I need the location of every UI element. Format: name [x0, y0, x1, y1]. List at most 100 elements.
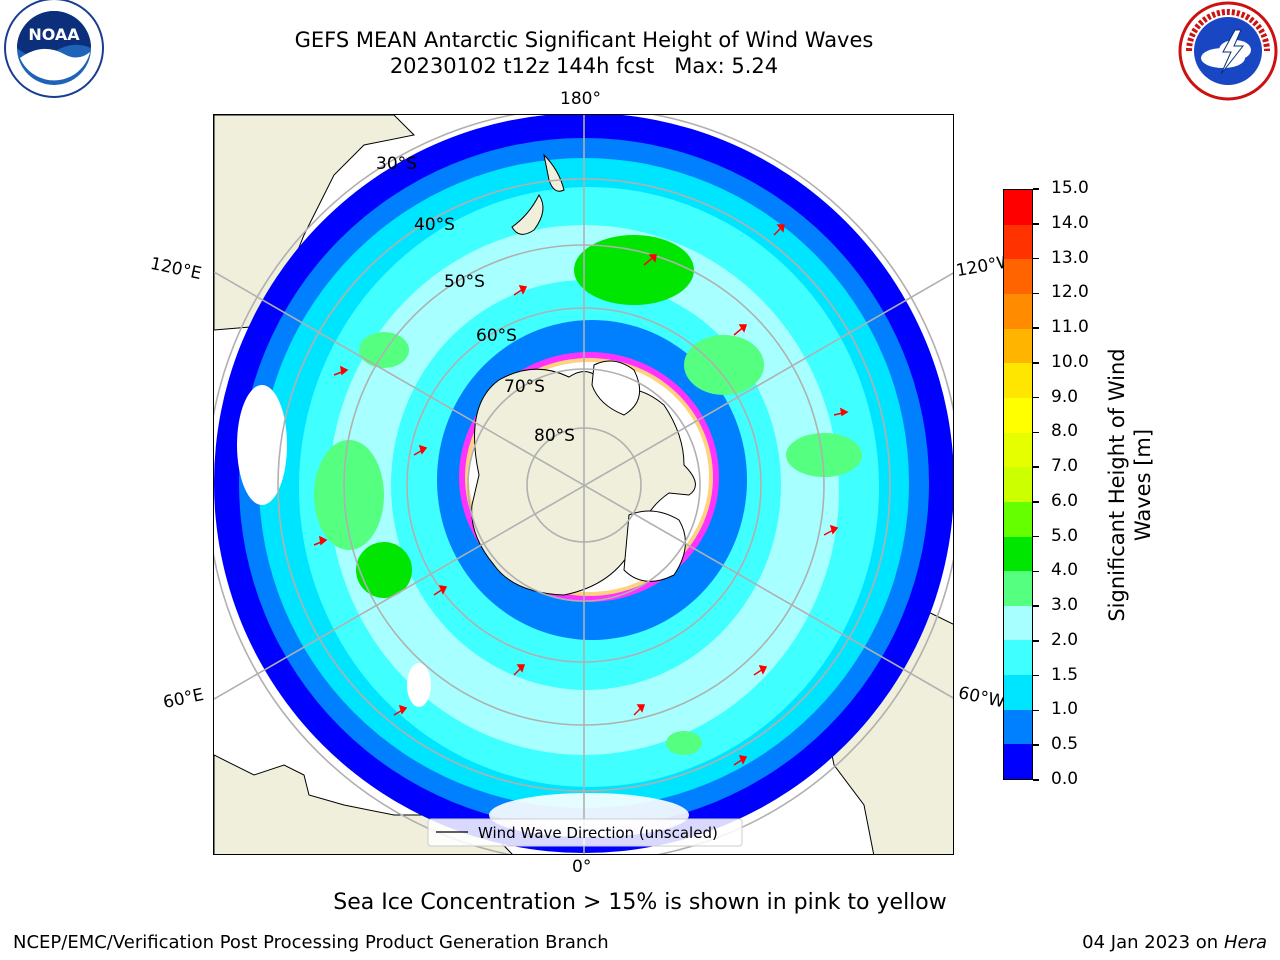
wind-arrow-5 [433, 585, 448, 596]
colorbar-tick-mark [1033, 466, 1039, 468]
colorbar-tick-mark [1033, 744, 1039, 746]
lat-label-80s: 80°S [534, 426, 575, 446]
colorbar-tick-label: 12.0 [1051, 282, 1089, 303]
lat-label-50s: 50°S [444, 272, 485, 292]
colorbar-label: Significant Height of Wind Waves [m] [1104, 275, 1156, 695]
colorbar-tick-mark [1033, 431, 1039, 434]
colorbar-tick-label: 4.0 [1051, 560, 1079, 581]
colorbar-band [1004, 571, 1032, 606]
colorbar-tick-label: 5.0 [1051, 525, 1079, 546]
wind-arrow-3 [333, 365, 349, 376]
colorbar [1003, 189, 1033, 780]
wind-arrow-10 [833, 407, 849, 417]
colorbar-band [1004, 536, 1032, 572]
colorbar-tick-label: 7.0 [1051, 456, 1079, 477]
colorbar-tick-mark [1033, 501, 1039, 503]
colorbar-tick-mark [1033, 257, 1039, 260]
wind-arrow-6 [513, 664, 526, 676]
new-zealand-land [543, 153, 565, 192]
colorbar-tick-mark [1033, 535, 1039, 538]
chart-title-line1: GEFS MEAN Antarctic Significant Height o… [294, 28, 874, 52]
nws-logo [1177, 0, 1279, 102]
lon-label-180: 180° [560, 89, 601, 109]
wind-arrow-7 [633, 704, 646, 716]
footer-date: 04 Jan 2023 on [1082, 932, 1224, 953]
colorbar-band [1004, 328, 1032, 364]
colorbar-band [1004, 397, 1032, 433]
colorbar-band [1004, 190, 1032, 225]
colorbar-tick-label: 0.5 [1051, 734, 1079, 755]
colorbar-band [1004, 467, 1032, 502]
colorbar-tick-mark [1033, 605, 1039, 607]
colorbar-tick-mark [1033, 396, 1039, 399]
noaa-logo-text: NOAA [28, 25, 80, 44]
colorbar-tick-label: 13.0 [1051, 247, 1089, 268]
colorbar-tick-label: 6.0 [1051, 490, 1079, 511]
wind-arrow-1 [643, 254, 657, 266]
colorbar-tick-label: 9.0 [1051, 386, 1079, 407]
colorbar-tick-mark [1033, 570, 1039, 573]
colorbar-band [1004, 432, 1032, 468]
colorbar-tick-label: 3.0 [1051, 595, 1079, 616]
footer-right: 04 Jan 2023 on Hera [1082, 932, 1267, 953]
lon-label-0: 0° [572, 857, 592, 877]
colorbar-tick-label: 14.0 [1051, 212, 1089, 233]
colorbar-tick-label: 1.0 [1051, 699, 1079, 720]
colorbar-band [1004, 744, 1032, 779]
colorbar-band [1004, 363, 1032, 398]
lon-label-60e: 60°E [161, 684, 206, 714]
footer-machine: Hera [1223, 932, 1267, 953]
colorbar-tick-mark [1033, 640, 1039, 642]
sea-ice-caption: Sea Ice Concentration > 15% is shown in … [333, 890, 947, 915]
lat-label-40s: 40°S [414, 215, 455, 235]
lon-label-60w: 60°W [956, 683, 1007, 713]
wave-direction-arrows [313, 224, 849, 766]
lon-label-120e: 120°E [148, 253, 204, 285]
colorbar-tick-mark [1033, 362, 1039, 364]
australia-land [214, 115, 416, 331]
colorbar-band [1004, 709, 1032, 745]
colorbar-tick-mark [1033, 674, 1039, 677]
lat-label-60s: 60°S [476, 326, 517, 346]
wind-arrow-15 [733, 755, 748, 766]
wind-arrow-11 [733, 324, 748, 336]
colorbar-tick-label: 1.5 [1051, 664, 1079, 685]
map-legend: Wind Wave Direction (unscaled) [427, 818, 743, 847]
chart-title-line2: 20230102 t12z 144h fcst Max: 5.24 [389, 54, 779, 78]
colorbar-tick-label: 8.0 [1051, 421, 1079, 442]
wind-arrow-4 [313, 535, 328, 546]
colorbar-tick-label: 2.0 [1051, 629, 1079, 650]
polar-map: 30°S 40°S 50°S 60°S 70°S 80°S Wind Wave … [214, 115, 953, 854]
colorbar-band [1004, 501, 1032, 537]
nws-logo-graphic [1178, 1, 1278, 101]
colorbar-tick-mark [1033, 292, 1039, 295]
chart-title: GEFS MEAN Antarctic Significant Height o… [0, 27, 1168, 79]
wind-arrow-8 [753, 665, 768, 676]
colorbar-tick-mark [1033, 709, 1039, 712]
colorbar-tick-label: 10.0 [1051, 351, 1089, 372]
colorbar-label-line1: Significant Height of Wind [1105, 348, 1129, 622]
colorbar-label-line2: Waves [m] [1131, 428, 1155, 542]
footer-left: NCEP/EMC/Verification Post Processing Pr… [13, 932, 609, 953]
lat-label-70s: 70°S [504, 377, 545, 397]
colorbar-band [1004, 294, 1032, 329]
colorbar-tick-label: 11.0 [1051, 317, 1089, 338]
colorbar-band [1004, 259, 1032, 295]
wind-arrow-2 [773, 224, 785, 236]
lat-label-30s: 30°S [376, 154, 417, 174]
colorbar-tick-mark [1033, 223, 1039, 225]
colorbar-band [1004, 224, 1032, 260]
lon-label-120w: 120°W [954, 252, 1008, 282]
colorbar-band [1004, 640, 1032, 676]
noaa-logo-graphic: NOAA [4, 0, 104, 98]
graticule [214, 115, 953, 854]
wind-arrow-13 [413, 444, 428, 456]
noaa-logo: NOAA [2, 0, 106, 100]
colorbar-tick-mark [1033, 327, 1039, 329]
colorbar-band [1004, 675, 1032, 710]
colorbar-ticks: 0.0 0.5 1.0 1.5 2.0 3.0 4.0 5.0 6.0 7.0 8.0 9.0 10.0… [1033, 178, 1113, 789]
colorbar-bands [1004, 190, 1032, 779]
legend-label: Wind Wave Direction (unscaled) [478, 824, 718, 842]
wind-arrow-14 [393, 704, 408, 716]
colorbar-tick-label: 0.0 [1051, 769, 1079, 789]
